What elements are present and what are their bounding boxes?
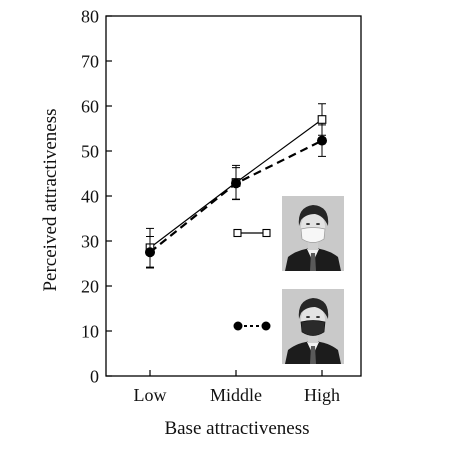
y-tick-label: 30 bbox=[81, 232, 99, 252]
legend-marker-circle bbox=[261, 321, 271, 331]
data-point-circle bbox=[317, 135, 327, 146]
series-group bbox=[145, 103, 327, 269]
legend bbox=[233, 196, 344, 364]
face-photo bbox=[282, 196, 344, 271]
hair bbox=[298, 298, 329, 319]
y-axis: 0 10 20 30 40 50 60 70 80 bbox=[81, 7, 112, 387]
legend-marker-square bbox=[233, 228, 242, 238]
legend-marker-circle bbox=[233, 321, 243, 331]
data-point-square bbox=[317, 115, 327, 124]
neck bbox=[308, 236, 318, 250]
y-tick-label: 50 bbox=[81, 142, 99, 162]
eye bbox=[306, 316, 310, 318]
data-point-circle bbox=[145, 247, 155, 258]
y-tick-label: 10 bbox=[81, 322, 99, 342]
legend-marker-square bbox=[262, 228, 271, 238]
x-axis-label: Base attractiveness bbox=[164, 418, 309, 439]
legend-entry-black-mask bbox=[233, 289, 344, 364]
y-axis-label: Perceived attractiveness bbox=[40, 108, 61, 291]
data-point-circle bbox=[231, 178, 241, 189]
series-black-mask bbox=[145, 124, 327, 269]
face-photo bbox=[282, 289, 344, 364]
x-axis: Low Middle High bbox=[134, 370, 340, 405]
y-tick-label: 0 bbox=[90, 367, 99, 387]
x-tick-label: Low bbox=[134, 385, 167, 405]
y-tick-label: 80 bbox=[81, 7, 99, 27]
x-tick-label: Middle bbox=[210, 385, 262, 405]
eye bbox=[306, 223, 310, 225]
eye bbox=[316, 223, 320, 225]
legend-entry-white-mask bbox=[233, 196, 344, 271]
y-tick-label: 20 bbox=[81, 277, 99, 297]
face-mask bbox=[300, 227, 326, 243]
face-mask bbox=[300, 320, 326, 336]
x-tick-label: High bbox=[304, 385, 340, 405]
necktie bbox=[310, 346, 316, 364]
y-tick-label: 40 bbox=[81, 187, 99, 207]
eye bbox=[316, 316, 320, 318]
necktie bbox=[310, 253, 316, 271]
y-tick-label: 60 bbox=[81, 97, 99, 117]
hair bbox=[298, 205, 329, 226]
neck bbox=[308, 329, 318, 343]
y-tick-label: 70 bbox=[81, 52, 99, 72]
